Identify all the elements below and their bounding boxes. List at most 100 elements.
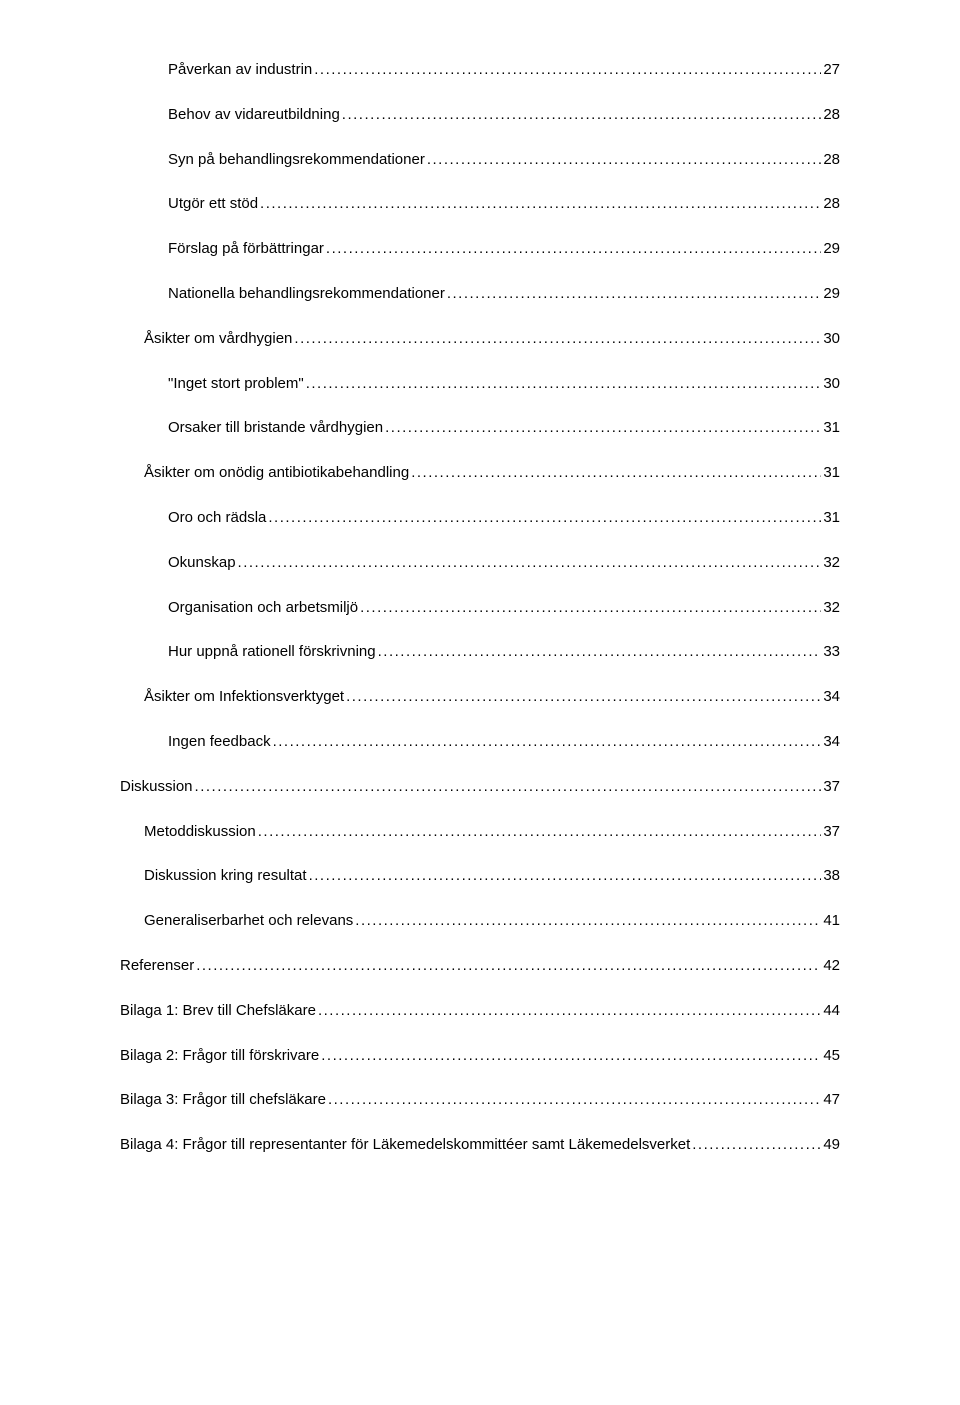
toc-entry-label: Okunskap	[168, 541, 236, 586]
toc-entry: Åsikter om onödig antibiotikabehandling.…	[144, 451, 840, 496]
toc-entry-label: Syn på behandlingsrekommendationer	[168, 138, 425, 183]
toc-leader-dots: ........................................…	[238, 541, 822, 586]
toc-entry-page: 30	[823, 317, 840, 362]
table-of-contents: Påverkan av industrin...................…	[120, 48, 840, 1168]
toc-entry: Påverkan av industrin...................…	[168, 48, 840, 93]
toc-entry-label: "Inget stort problem"	[168, 362, 304, 407]
toc-entry-label: Utgör ett stöd	[168, 182, 258, 227]
toc-entry: Bilaga 3: Frågor till chefsläkare.......…	[120, 1078, 840, 1123]
toc-entry-label: Nationella behandlingsrekommendationer	[168, 272, 445, 317]
toc-entry: Diskussion kring resultat...............…	[144, 854, 840, 899]
toc-entry: Bilaga 2: Frågor till förskrivare.......…	[120, 1034, 840, 1079]
toc-entry-page: 28	[823, 138, 840, 183]
toc-entry-page: 41	[823, 899, 840, 944]
toc-entry-label: Diskussion kring resultat	[144, 854, 307, 899]
toc-entry: Metoddiskussion.........................…	[144, 810, 840, 855]
toc-entry: Bilaga 4: Frågor till representanter för…	[120, 1123, 840, 1168]
toc-entry-label: Bilaga 1: Brev till Chefsläkare	[120, 989, 316, 1034]
toc-leader-dots: ........................................…	[195, 765, 822, 810]
toc-entry-page: 47	[823, 1078, 840, 1123]
toc-entry-label: Generaliserbarhet och relevans	[144, 899, 353, 944]
toc-entry-page: 31	[823, 451, 840, 496]
toc-entry-label: Förslag på förbättringar	[168, 227, 324, 272]
toc-leader-dots: ........................................…	[342, 93, 822, 138]
toc-entry-label: Referenser	[120, 944, 194, 989]
toc-leader-dots: ........................................…	[294, 317, 821, 362]
toc-leader-dots: ........................................…	[411, 451, 821, 496]
toc-entry: Syn på behandlingsrekommendationer......…	[168, 138, 840, 183]
toc-entry-page: 37	[823, 810, 840, 855]
toc-entry: Orsaker till bristande vårdhygien.......…	[168, 406, 840, 451]
toc-entry-label: Ingen feedback	[168, 720, 271, 765]
toc-entry: Oro och rädsla..........................…	[168, 496, 840, 541]
toc-leader-dots: ........................................…	[309, 854, 822, 899]
toc-entry: Åsikter om vårdhygien...................…	[144, 317, 840, 362]
toc-entry-page: 29	[823, 272, 840, 317]
toc-entry-page: 37	[823, 765, 840, 810]
toc-entry-page: 31	[823, 406, 840, 451]
toc-entry-page: 31	[823, 496, 840, 541]
toc-entry-page: 32	[823, 541, 840, 586]
toc-entry-label: Metoddiskussion	[144, 810, 256, 855]
toc-leader-dots: ........................................…	[346, 675, 821, 720]
toc-leader-dots: ........................................…	[427, 138, 821, 183]
toc-entry: Okunskap................................…	[168, 541, 840, 586]
toc-entry: Ingen feedback..........................…	[168, 720, 840, 765]
toc-entry-page: 34	[823, 675, 840, 720]
toc-entry: Bilaga 1: Brev till Chefsläkare.........…	[120, 989, 840, 1034]
toc-entry-page: 33	[823, 630, 840, 675]
toc-entry-page: 49	[823, 1123, 840, 1168]
toc-entry-label: Hur uppnå rationell förskrivning	[168, 630, 376, 675]
toc-entry-page: 28	[823, 182, 840, 227]
toc-entry: Nationella behandlingsrekommendationer..…	[168, 272, 840, 317]
toc-entry-page: 32	[823, 586, 840, 631]
toc-leader-dots: ........................................…	[355, 899, 821, 944]
toc-entry-page: 38	[823, 854, 840, 899]
toc-entry: Förslag på förbättringar................…	[168, 227, 840, 272]
toc-entry-label: Bilaga 3: Frågor till chefsläkare	[120, 1078, 326, 1123]
toc-entry: Organisation och arbetsmiljö............…	[168, 586, 840, 631]
toc-entry-label: Organisation och arbetsmiljö	[168, 586, 358, 631]
toc-entry-page: 28	[823, 93, 840, 138]
toc-entry: Åsikter om Infektionsverktyget..........…	[144, 675, 840, 720]
toc-entry-label: Åsikter om onödig antibiotikabehandling	[144, 451, 409, 496]
toc-leader-dots: ........................................…	[326, 227, 821, 272]
toc-leader-dots: ........................................…	[321, 1034, 821, 1079]
toc-leader-dots: ........................................…	[328, 1078, 821, 1123]
toc-leader-dots: ........................................…	[385, 406, 821, 451]
toc-entry-page: 45	[823, 1034, 840, 1079]
toc-entry-page: 30	[823, 362, 840, 407]
toc-entry-label: Åsikter om Infektionsverktyget	[144, 675, 344, 720]
toc-entry: Hur uppnå rationell förskrivning........…	[168, 630, 840, 675]
toc-entry: Diskussion..............................…	[120, 765, 840, 810]
toc-entry: "Inget stort problem"...................…	[168, 362, 840, 407]
toc-entry: Generaliserbarhet och relevans..........…	[144, 899, 840, 944]
toc-leader-dots: ........................................…	[360, 586, 821, 631]
toc-entry-page: 27	[823, 48, 840, 93]
toc-leader-dots: ........................................…	[258, 810, 822, 855]
toc-leader-dots: ........................................…	[268, 496, 821, 541]
toc-leader-dots: ........................................…	[692, 1123, 821, 1168]
toc-entry-page: 42	[823, 944, 840, 989]
toc-entry-label: Påverkan av industrin	[168, 48, 312, 93]
toc-entry-page: 44	[823, 989, 840, 1034]
toc-leader-dots: ........................................…	[306, 362, 822, 407]
toc-leader-dots: ........................................…	[447, 272, 821, 317]
toc-entry-page: 34	[823, 720, 840, 765]
toc-entry: Behov av vidareutbildning...............…	[168, 93, 840, 138]
toc-entry-label: Bilaga 2: Frågor till förskrivare	[120, 1034, 319, 1079]
toc-leader-dots: ........................................…	[314, 48, 821, 93]
toc-leader-dots: ........................................…	[318, 989, 821, 1034]
toc-entry-page: 29	[823, 227, 840, 272]
toc-entry: Utgör ett stöd..........................…	[168, 182, 840, 227]
toc-entry-label: Bilaga 4: Frågor till representanter för…	[120, 1123, 690, 1168]
toc-leader-dots: ........................................…	[378, 630, 822, 675]
toc-entry-label: Oro och rädsla	[168, 496, 266, 541]
toc-entry-label: Åsikter om vårdhygien	[144, 317, 292, 362]
toc-leader-dots: ........................................…	[260, 182, 821, 227]
toc-entry-label: Behov av vidareutbildning	[168, 93, 340, 138]
toc-entry-label: Orsaker till bristande vårdhygien	[168, 406, 383, 451]
toc-entry-label: Diskussion	[120, 765, 193, 810]
toc-leader-dots: ........................................…	[273, 720, 822, 765]
toc-leader-dots: ........................................…	[196, 944, 821, 989]
